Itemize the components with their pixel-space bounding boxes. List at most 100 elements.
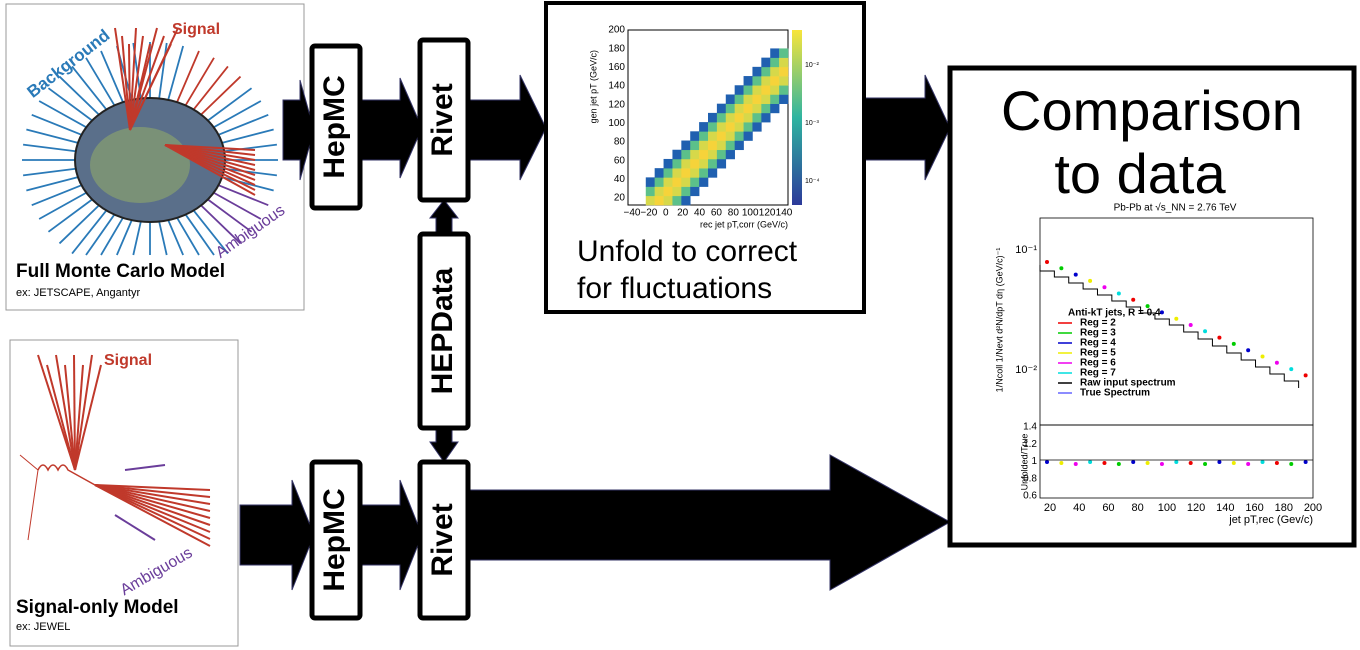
colorbar-tick-label: 10⁻² xyxy=(805,62,819,69)
heatmap-cell xyxy=(708,131,717,141)
y-tick-label: 100 xyxy=(608,118,625,129)
ratio-point xyxy=(1203,462,1207,466)
x-tick-label: 40 xyxy=(694,208,706,219)
model-subtitle: ex: JEWEL xyxy=(16,621,70,633)
heatmap-cell xyxy=(681,177,690,187)
heatmap-cell xyxy=(655,168,664,178)
x-tick-label: −20 xyxy=(640,208,657,219)
heatmap-cell xyxy=(655,196,664,206)
arrow xyxy=(468,455,950,590)
ratio-point xyxy=(1246,462,1250,466)
heatmap-cell xyxy=(726,94,735,104)
heatmap-cell xyxy=(726,141,735,151)
x-tick-label: 180 xyxy=(1275,502,1293,514)
data-point xyxy=(1246,348,1250,352)
ratio-label: Unfolded/True xyxy=(1019,434,1029,491)
x-tick-label: 100 xyxy=(742,208,759,219)
heatmap-cell xyxy=(717,150,726,160)
x-tick-label: 200 xyxy=(1304,502,1322,514)
heatmap-cell xyxy=(735,131,744,141)
heatmap-cell xyxy=(735,85,744,95)
colorbar-tick-label: 10⁻³ xyxy=(805,120,819,127)
heatmap-cell xyxy=(770,85,779,95)
y-tick-label: 60 xyxy=(614,155,626,166)
data-point xyxy=(1088,279,1092,283)
heatmap-cell xyxy=(646,177,655,187)
heatmap-cell xyxy=(690,159,699,169)
ratio-tick-label: 1.4 xyxy=(1023,422,1037,433)
heatmap-cell xyxy=(744,122,753,132)
heatmap-cell xyxy=(699,177,708,187)
arrow xyxy=(430,428,458,462)
heatmap-cell xyxy=(770,94,779,104)
data-point xyxy=(1232,342,1236,346)
heatmap-cell xyxy=(761,76,770,86)
heatmap-cell xyxy=(779,58,788,68)
x-tick-label: 20 xyxy=(677,208,689,219)
signal-label: Signal xyxy=(104,352,152,369)
heatmap-cell xyxy=(664,187,673,197)
x-axis-label: rec jet pT,corr (GeV/c) xyxy=(700,219,788,229)
heatmap-cell xyxy=(744,76,753,86)
heatmap-cell xyxy=(761,104,770,114)
x-tick-label: −40 xyxy=(624,208,641,219)
heatmap-cell xyxy=(761,85,770,95)
heatmap-cell xyxy=(699,168,708,178)
heatmap-cell xyxy=(717,113,726,123)
comparison-title: to data xyxy=(1054,142,1226,205)
y-tick-label: 120 xyxy=(608,99,625,110)
ratio-point xyxy=(1232,461,1236,465)
colorbar-tick-label: 10⁻⁴ xyxy=(805,178,820,185)
data-point xyxy=(1160,310,1164,314)
heatmap-cell xyxy=(726,150,735,160)
heatmap-cell xyxy=(672,196,681,206)
ratio-point xyxy=(1261,460,1265,464)
heatmap-cell xyxy=(708,168,717,178)
heatmap-cell xyxy=(717,104,726,114)
data-point xyxy=(1131,298,1135,302)
x-tick-label: 80 xyxy=(728,208,740,219)
caption: for fluctuations xyxy=(577,272,772,305)
ratio-point xyxy=(1174,460,1178,464)
heatmap-cell xyxy=(681,141,690,151)
heatmap-cell xyxy=(717,141,726,151)
heatmap-cell xyxy=(646,187,655,197)
heatmap-cell xyxy=(770,48,779,58)
heatmap-cell xyxy=(779,85,788,95)
heatmap-cell xyxy=(752,76,761,86)
heatmap-cell xyxy=(770,76,779,86)
heatmap-cell xyxy=(664,196,673,206)
data-point xyxy=(1174,317,1178,321)
heatmap-cell xyxy=(690,131,699,141)
model-title: Signal-only Model xyxy=(16,597,179,618)
data-point xyxy=(1102,285,1106,289)
ratio-tick-label: 1 xyxy=(1031,456,1037,467)
arrow xyxy=(240,480,314,590)
heatmap-cell xyxy=(744,85,753,95)
heatmap-cell xyxy=(752,67,761,77)
heatmap-cell xyxy=(770,104,779,114)
x-tick-label: 160 xyxy=(1245,502,1263,514)
heatmap-cell xyxy=(708,141,717,151)
heatmap-cell xyxy=(699,131,708,141)
heatmap-cell xyxy=(681,196,690,206)
heatmap-cell xyxy=(672,150,681,160)
plot-title: Pb-Pb at √s_NN = 2.76 TeV xyxy=(1114,202,1237,214)
heatmap-cell xyxy=(779,48,788,58)
data-point xyxy=(1189,323,1193,327)
data-point xyxy=(1045,260,1049,264)
heatmap-cell xyxy=(664,168,673,178)
signal-arrow xyxy=(74,355,75,470)
arrow xyxy=(430,200,458,232)
x-tick-label: 20 xyxy=(1044,502,1056,514)
arrow xyxy=(468,75,546,180)
ratio-point xyxy=(1117,462,1121,466)
heatmap-cell xyxy=(761,67,770,77)
heatmap-cell xyxy=(655,177,664,187)
heatmap-cell xyxy=(744,131,753,141)
x-tick-label: 60 xyxy=(1102,502,1114,514)
heatmap-cell xyxy=(752,94,761,104)
data-point xyxy=(1304,373,1308,377)
heatmap-cell xyxy=(708,150,717,160)
heatmap-cell xyxy=(681,187,690,197)
